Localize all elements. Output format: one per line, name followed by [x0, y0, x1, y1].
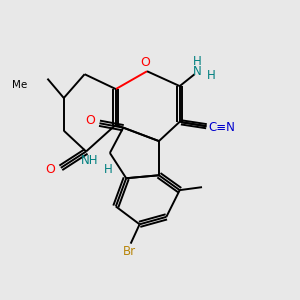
Text: O: O: [46, 163, 56, 176]
Text: C≡N: C≡N: [208, 121, 236, 134]
Text: H: H: [104, 163, 113, 176]
Text: O: O: [85, 114, 95, 127]
Text: N: N: [193, 65, 202, 78]
Text: H: H: [193, 55, 202, 68]
Text: Me: Me: [12, 80, 28, 90]
Text: Br: Br: [123, 245, 136, 258]
Text: NH: NH: [80, 154, 98, 167]
Text: O: O: [141, 56, 151, 69]
Text: H: H: [207, 69, 215, 82]
